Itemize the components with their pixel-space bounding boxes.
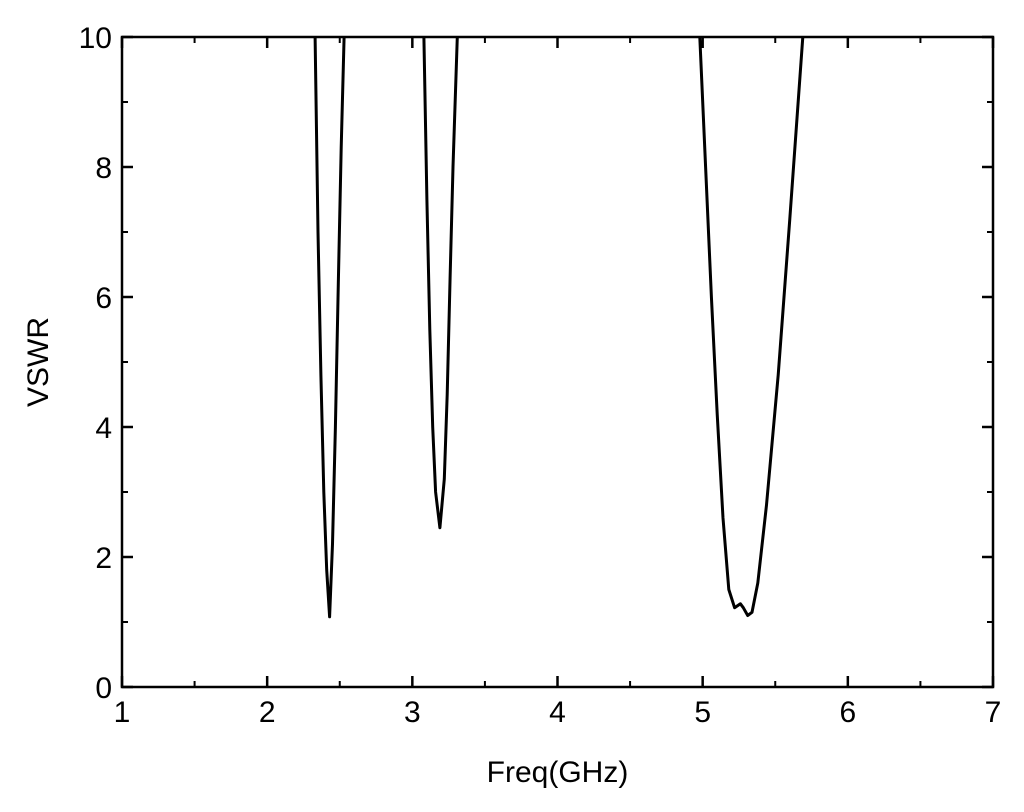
major-ticks: [120, 35, 995, 689]
minor-ticks: [122, 37, 993, 687]
y-tick-label: 4: [95, 412, 112, 445]
y-tick-label: 6: [95, 282, 112, 315]
x-tick-label: 2: [259, 696, 276, 729]
x-tick-label: 5: [694, 696, 711, 729]
x-tick-label: 3: [404, 696, 421, 729]
vswr-curve-band-3: [698, 36, 805, 617]
x-tick-label: 4: [549, 696, 566, 729]
y-tick-label: 0: [95, 672, 112, 705]
y-tick-label: 8: [95, 152, 112, 185]
tick-labels: 1 2 3 4 5 6 7 0 2 4 6 8 10: [79, 22, 1002, 729]
x-tick-label: 1: [114, 696, 131, 729]
plot-frame: [120, 35, 995, 689]
vswr-curve-band-2: [422, 36, 459, 530]
y-tick-label: 2: [95, 542, 112, 575]
y-tick-label: 10: [79, 22, 112, 55]
x-axis-title: Freq(GHz): [487, 756, 629, 789]
y-axis-title: VSWR: [22, 317, 55, 407]
curves: [313, 36, 805, 619]
vswr-curve-band-1: [313, 36, 346, 619]
x-tick-label: 6: [839, 696, 856, 729]
x-tick-label: 7: [985, 696, 1002, 729]
